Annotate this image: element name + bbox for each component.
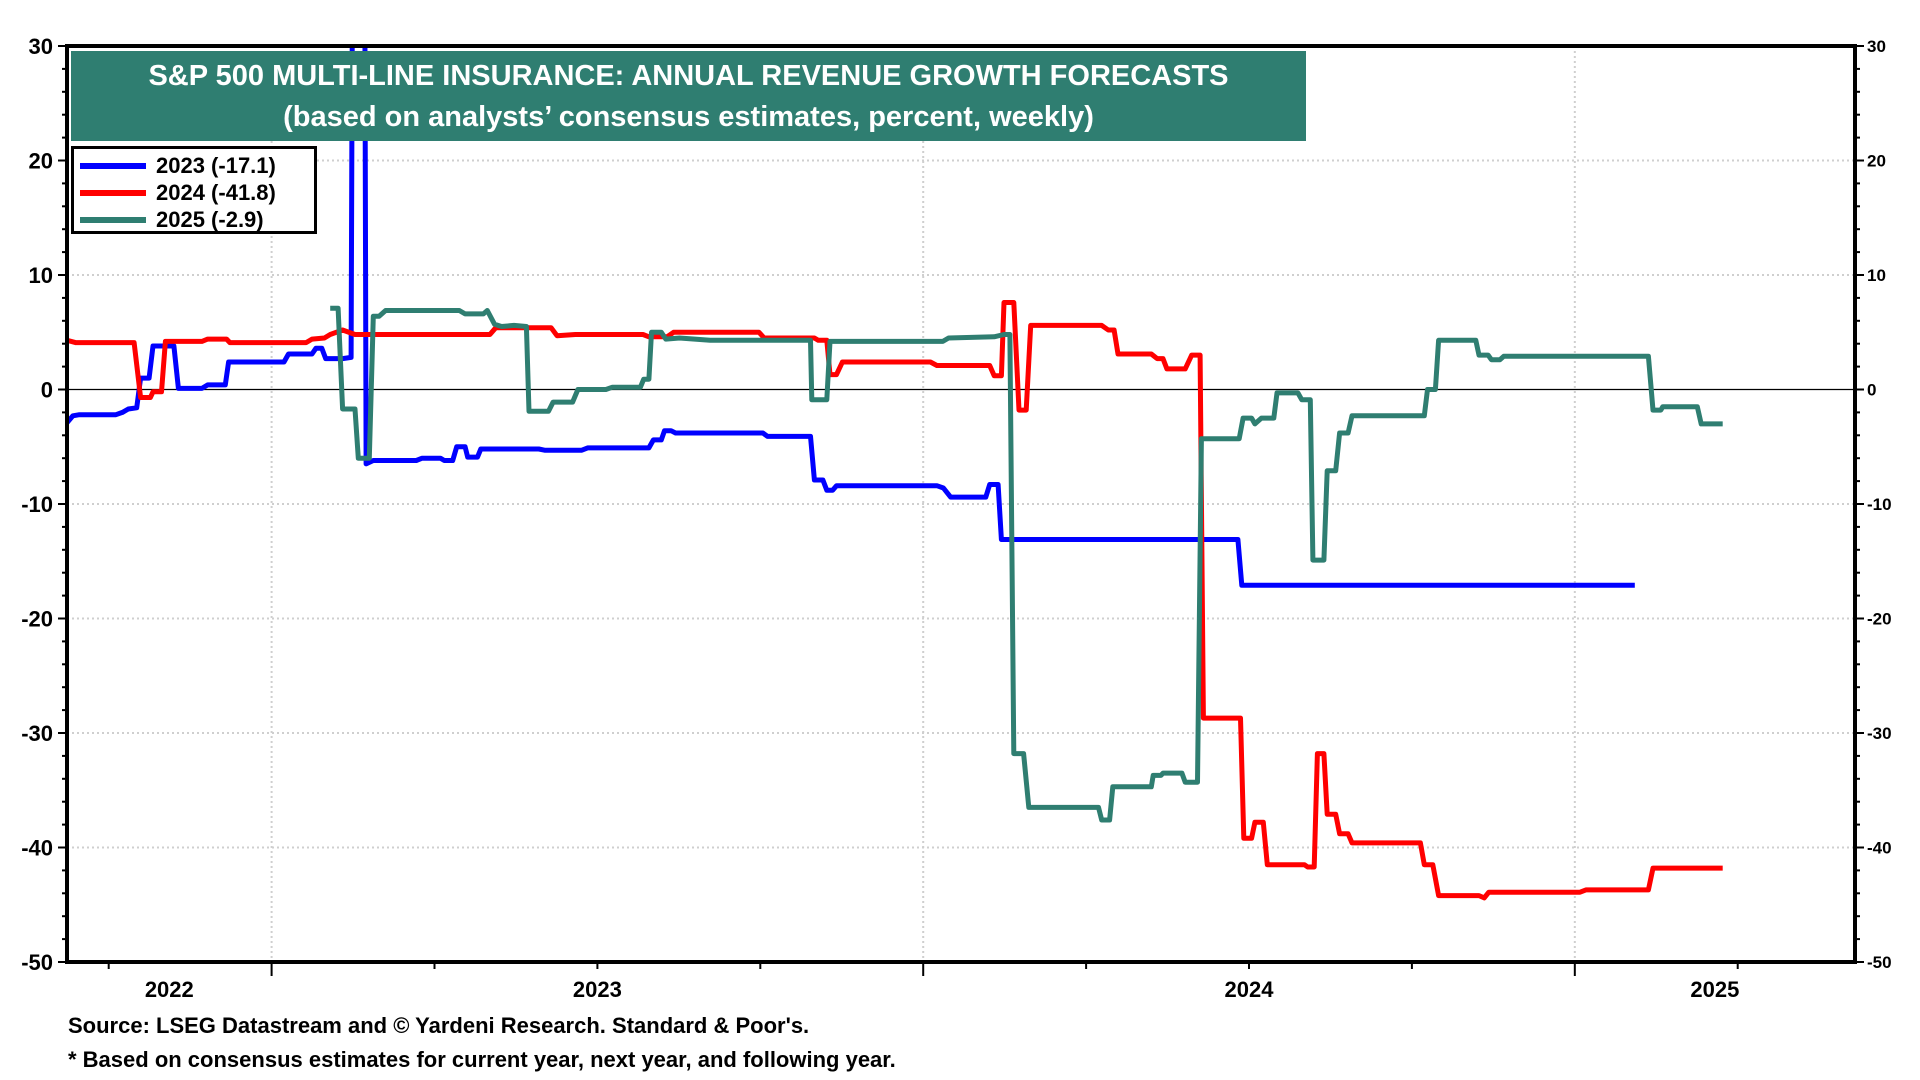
y-tick-label-left: -50: [21, 950, 53, 975]
legend-swatch-2023: [80, 162, 146, 169]
y-tick-label-left: -30: [21, 721, 53, 746]
y-tick-label-right: -10: [1867, 495, 1892, 514]
y-tick-label-right: -40: [1867, 839, 1892, 858]
x-tick-label-2022: 2022: [145, 977, 194, 1002]
chart-title-box: S&P 500 MULTI-LINE INSURANCE: ANNUAL REV…: [71, 51, 1306, 141]
y-tick-label-left: 30: [29, 34, 53, 59]
legend-label-2024: 2024 (-41.8): [156, 179, 276, 205]
y-tick-label-right: 20: [1867, 152, 1886, 171]
chart-title: S&P 500 MULTI-LINE INSURANCE: ANNUAL REV…: [148, 60, 1229, 92]
series-line-2023: [67, 46, 1635, 588]
y-tick-label-left: -40: [21, 836, 53, 861]
legend-swatch-2024: [80, 189, 146, 196]
y-tick-label-left: -20: [21, 607, 53, 632]
y-tick-label-right: 30: [1867, 37, 1886, 56]
series-group: [67, 46, 1723, 901]
y-tick-label-right: 0: [1867, 381, 1876, 400]
y-tick-label-right: -20: [1867, 610, 1892, 629]
grid: [67, 46, 1855, 962]
x-tick-label-2024: 2024: [1225, 977, 1275, 1002]
legend-swatch-2025: [80, 216, 146, 223]
y-tick-label-left: 10: [29, 263, 53, 288]
legend-item-2025: 2025 (-2.9): [80, 206, 314, 233]
legend: 2023 (-17.1) 2024 (-41.8) 2025 (-2.9): [71, 146, 317, 234]
series-line-2025: [330, 305, 1723, 823]
legend-label-2023: 2023 (-17.1): [156, 152, 276, 178]
plot-frame: [65, 44, 1857, 964]
series-line-2024: [67, 300, 1723, 901]
chart-subtitle: (based on analysts’ consensus estimates,…: [283, 101, 1094, 133]
source-note: Source: LSEG Datastream and © Yardeni Re…: [68, 1013, 810, 1038]
x-tick-label-2023: 2023: [573, 977, 622, 1002]
footnote: * Based on consensus estimates for curre…: [68, 1047, 896, 1072]
y-tick-label-right: 10: [1867, 266, 1886, 285]
x-tick-label-2025: 2025: [1690, 977, 1739, 1002]
y-tick-label-right: -50: [1867, 953, 1892, 972]
y-tick-label-right: -30: [1867, 724, 1892, 743]
y-tick-label-left: 20: [29, 149, 53, 174]
legend-item-2024: 2024 (-41.8): [80, 179, 314, 206]
y-tick-label-left: -10: [21, 492, 53, 517]
legend-item-2023: 2023 (-17.1): [80, 152, 314, 179]
y-tick-label-left: 0: [41, 378, 53, 403]
legend-label-2025: 2025 (-2.9): [156, 206, 264, 232]
axes: 30 30 20 20 10 10 0 0 -10 -10 -20 -20 -30 -30 -40 -40 -5…: [21, 34, 1891, 1002]
